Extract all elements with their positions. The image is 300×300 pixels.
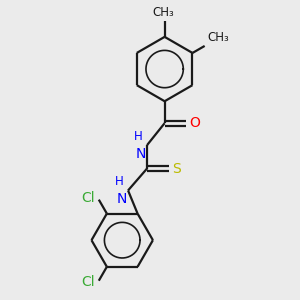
Text: N: N	[135, 147, 146, 160]
Text: S: S	[172, 161, 181, 176]
Text: N: N	[116, 192, 127, 206]
Text: Cl: Cl	[82, 275, 95, 289]
Text: CH₃: CH₃	[152, 6, 174, 19]
Text: CH₃: CH₃	[207, 32, 229, 44]
Text: H: H	[115, 175, 124, 188]
Text: Cl: Cl	[82, 191, 95, 206]
Text: H: H	[134, 130, 143, 143]
Text: O: O	[189, 116, 200, 130]
